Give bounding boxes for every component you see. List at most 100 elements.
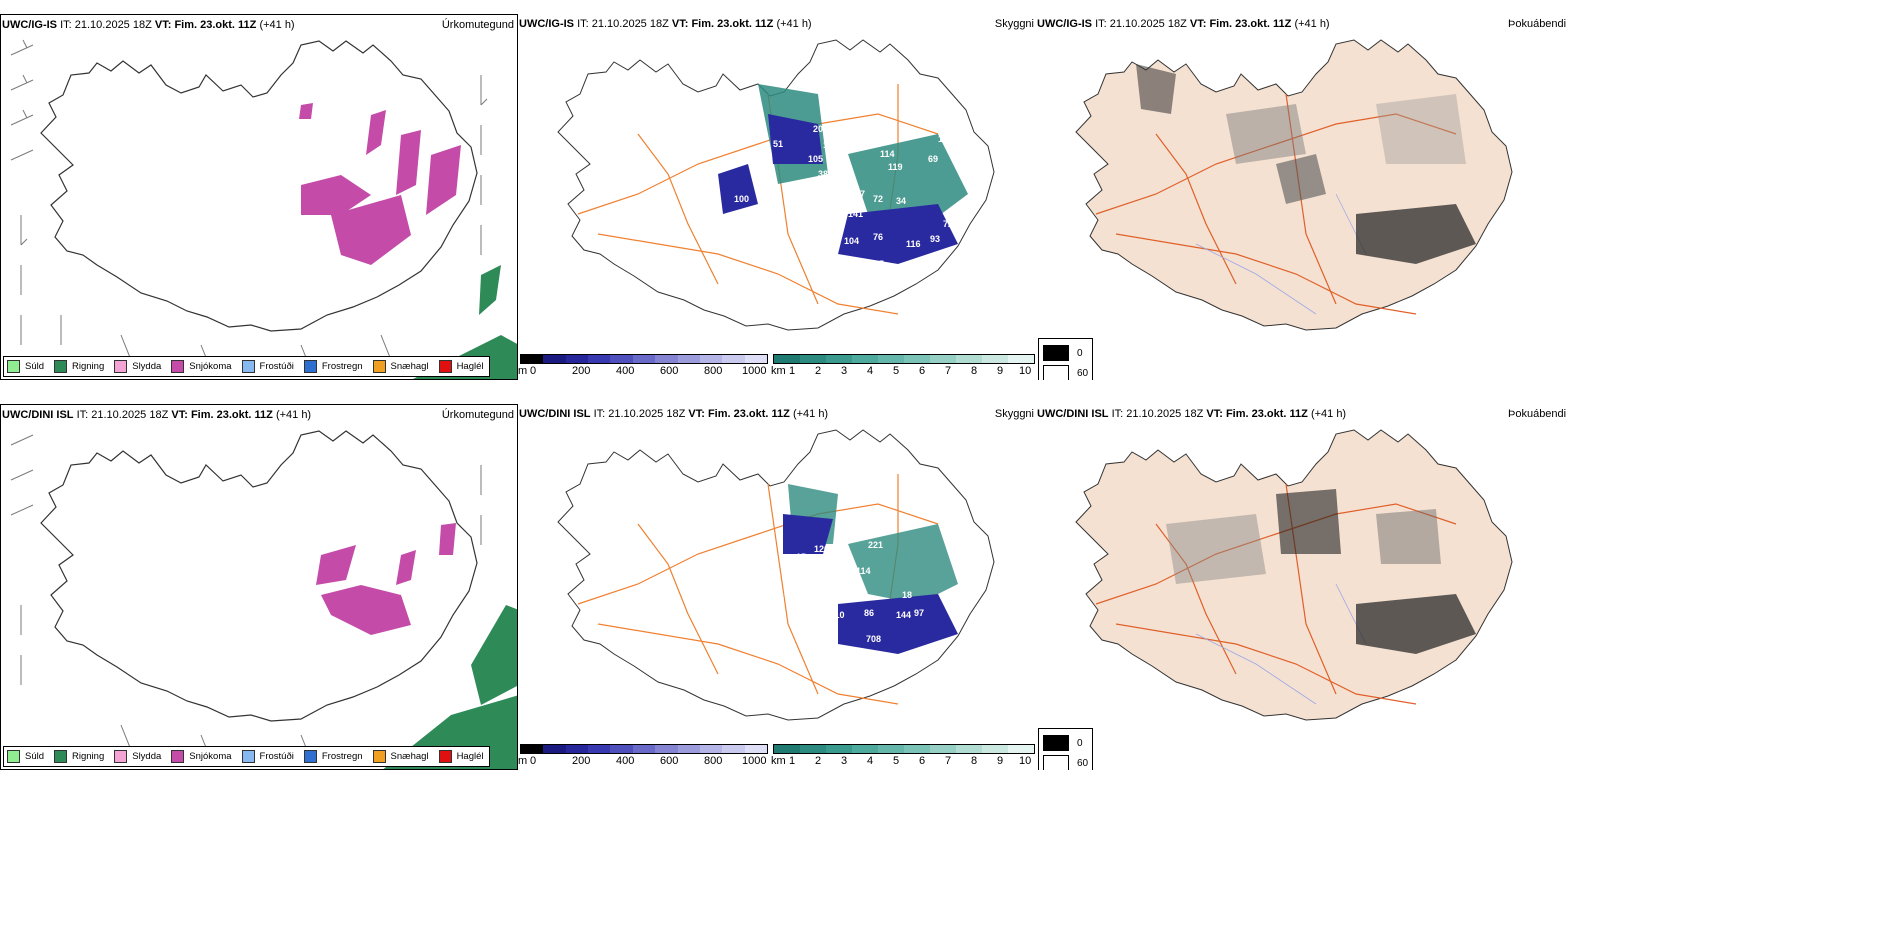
vis-value: 139 bbox=[786, 212, 802, 222]
title-row1-left: UWC/IG-IS IT: 21.10.2025 18Z VT: Fim. 23… bbox=[2, 19, 295, 31]
vis-value: 144 bbox=[896, 610, 912, 620]
legend-item-slydda: Slydda bbox=[114, 360, 161, 373]
m-tick: 1000 bbox=[742, 365, 767, 377]
field-label-visibility: Skyggni bbox=[994, 18, 1034, 30]
vis-value: 114 bbox=[880, 149, 895, 159]
vis-value: 141 bbox=[848, 209, 864, 219]
field-label-precip: Úrkomutegund bbox=[441, 19, 514, 31]
fog-areas bbox=[1166, 489, 1476, 654]
km-tick: 6 bbox=[919, 755, 926, 767]
km-colorbar: km 1 2 3 4 5 6 7 8 9 10 bbox=[771, 744, 1035, 768]
vis-value: 147 bbox=[774, 592, 790, 602]
vis-value: 15 bbox=[796, 552, 807, 562]
field-label-fog: Þokuábendi bbox=[1508, 18, 1567, 30]
fog-legend-value: 60 bbox=[1077, 757, 1089, 769]
legend-item-snaehagl: Snæhagl bbox=[372, 360, 429, 373]
legend-item-frostregn: Frostregn bbox=[303, 750, 363, 763]
vis-value: 62 bbox=[663, 249, 674, 259]
precip-type-map bbox=[10, 39, 517, 379]
vis-value: 12 bbox=[850, 579, 861, 589]
vis-value: 40 bbox=[763, 324, 774, 334]
legend-item-sudd: Súld bbox=[7, 360, 44, 373]
vis-value: 116 bbox=[906, 239, 921, 249]
vis-value: 148 bbox=[838, 142, 854, 152]
m-tick: 600 bbox=[660, 755, 679, 767]
field-label-visibility: Skyggni bbox=[994, 408, 1034, 420]
field-label-precip: Úrkomutegund bbox=[441, 409, 514, 421]
km-unit: km bbox=[771, 755, 786, 767]
vis-value: 207 bbox=[850, 189, 866, 199]
vis-value: 110 bbox=[830, 610, 845, 620]
m-tick: 800 bbox=[704, 755, 723, 767]
legend-item-frostregn: Frostregn bbox=[303, 360, 363, 373]
vis-value: 93 bbox=[823, 222, 834, 232]
m-colorbar-gradient bbox=[520, 354, 768, 364]
vis-value: 134 bbox=[716, 216, 732, 226]
vis-value: 221 bbox=[868, 540, 884, 550]
fog-map bbox=[1075, 39, 1513, 331]
title-row2-left: UWC/DINI ISL IT: 21.10.2025 18Z VT: Fim.… bbox=[2, 409, 312, 421]
legend-item-snjokoma: Snjókoma bbox=[171, 750, 232, 763]
title-row2-mid: UWC/DINI ISL IT: 21.10.2025 18Z VT: Fim.… bbox=[519, 408, 829, 420]
m-tick: 400 bbox=[616, 755, 635, 767]
vis-value: 147 bbox=[830, 562, 846, 572]
vis-value: 72 bbox=[873, 194, 884, 204]
km-tick: 2 bbox=[815, 755, 822, 767]
vis-value: 51 bbox=[773, 139, 784, 149]
legend-item-haglel: Haglél bbox=[438, 360, 484, 373]
m-tick: 200 bbox=[572, 755, 591, 767]
field-label-fog: Þokuábendi bbox=[1508, 408, 1567, 420]
vis-value: 25 bbox=[874, 259, 885, 269]
legend-item-rigning: Rigning bbox=[54, 360, 104, 373]
km-tick: 8 bbox=[971, 365, 978, 377]
km-tick: 9 bbox=[997, 365, 1004, 377]
fog-legend: 0 60 bbox=[1038, 728, 1094, 770]
vis-value: 137 bbox=[835, 584, 851, 594]
km-tick: 1 bbox=[789, 365, 796, 377]
km-tick: 6 bbox=[919, 365, 926, 377]
vis-value: 97 bbox=[914, 608, 925, 618]
km-tick: 8 bbox=[971, 755, 978, 767]
title-row1-right: UWC/IG-IS IT: 21.10.2025 18Z VT: Fim. 23… bbox=[1037, 18, 1330, 30]
visibility-map bbox=[557, 39, 995, 331]
legend-item-haglel: Haglél bbox=[438, 750, 484, 763]
km-tick: 4 bbox=[867, 365, 874, 377]
precip-type-map bbox=[10, 430, 517, 769]
title-row1-mid: UWC/IG-IS IT: 21.10.2025 18Z VT: Fim. 23… bbox=[519, 18, 812, 30]
legend-item-sudd: Súld bbox=[7, 750, 44, 763]
vis-value: 104 bbox=[844, 236, 860, 246]
legend-item-frostudi: Frostúði bbox=[241, 750, 294, 763]
fog-areas bbox=[1136, 64, 1476, 264]
visibility-m-areas bbox=[783, 514, 958, 654]
visibility-panel-row1: 100 205 145 105 148 38 119 114 207 72 34… bbox=[518, 14, 1036, 380]
m-tick: 600 bbox=[660, 365, 679, 377]
m-tick: 400 bbox=[616, 365, 635, 377]
vis-value: 122 bbox=[938, 134, 954, 144]
legend-item-frostudi: Frostúði bbox=[241, 360, 294, 373]
m-tick: 200 bbox=[572, 365, 591, 377]
vis-value: 18 bbox=[902, 590, 913, 600]
km-tick: 10 bbox=[1019, 365, 1032, 377]
m-tick: 0 bbox=[530, 755, 537, 767]
m-unit: m bbox=[518, 365, 528, 377]
vis-value: 76 bbox=[873, 232, 884, 242]
vis-value: 100 bbox=[734, 194, 750, 204]
legend-item-snjokoma: Snjókoma bbox=[171, 360, 232, 373]
km-unit: km bbox=[771, 365, 786, 377]
km-tick: 5 bbox=[893, 365, 900, 377]
vis-value: 38 bbox=[818, 169, 829, 179]
fog-legend-value: 60 bbox=[1077, 367, 1089, 379]
fog-map bbox=[1075, 429, 1513, 721]
vis-value: 205 bbox=[813, 124, 829, 134]
km-colorbar-gradient bbox=[773, 744, 1035, 754]
fog-legend-value: 0 bbox=[1077, 737, 1083, 749]
km-tick: 4 bbox=[867, 755, 874, 767]
vis-value: 708 bbox=[866, 634, 882, 644]
km-tick: 5 bbox=[893, 755, 900, 767]
vis-value: 105 bbox=[808, 154, 824, 164]
fog-panel-row1: UWC/IG-IS IT: 21.10.2025 18Z VT: Fim. 23… bbox=[1036, 14, 1900, 380]
legend-item-slydda: Slydda bbox=[114, 750, 161, 763]
visibility-panel-row2: 126 15 221 147 114 12 137 110 86 144 97 … bbox=[518, 404, 1036, 770]
precip-type-panel-row1: UWC/IG-IS IT: 21.10.2025 18Z VT: Fim. 23… bbox=[0, 14, 518, 380]
m-colorbar-gradient bbox=[520, 744, 768, 754]
